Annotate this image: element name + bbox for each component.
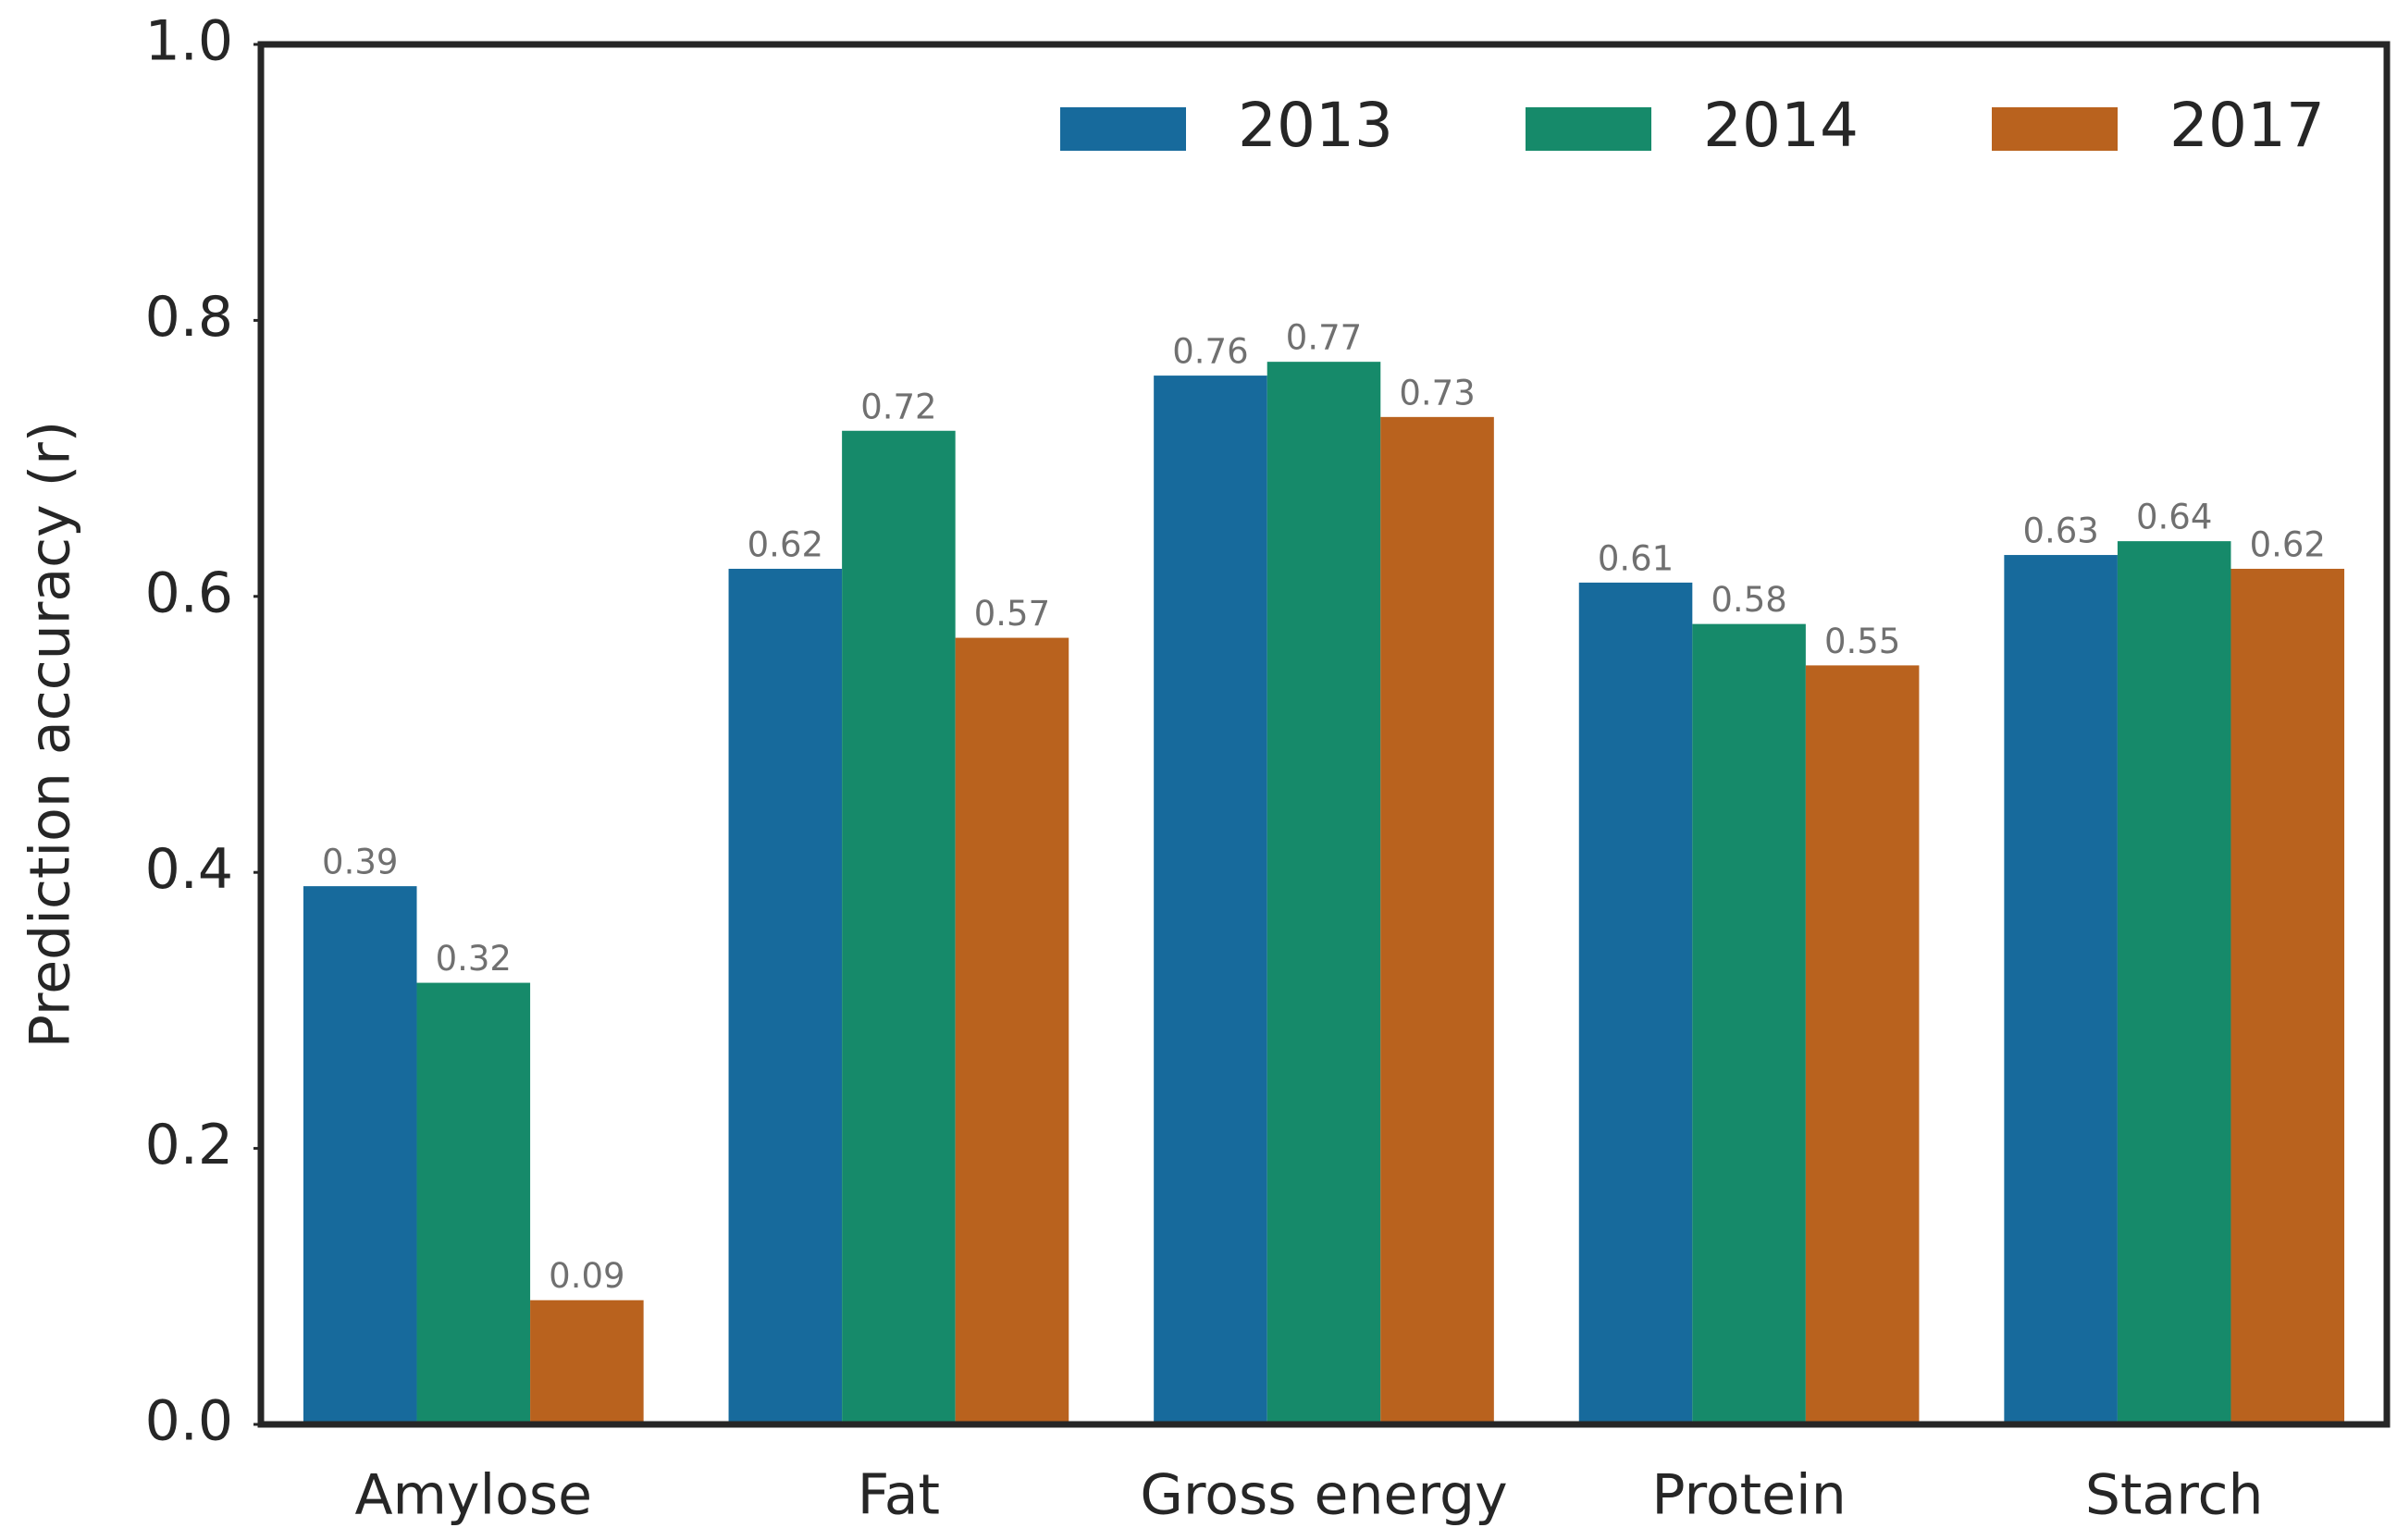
y-axis-label: Prediction accuracy (r) (19, 421, 83, 1048)
legend-label: 2017 (2169, 90, 2325, 161)
bar (728, 568, 843, 1424)
bar (955, 637, 1069, 1424)
value-label: 0.61 (1598, 538, 1674, 578)
bar (1266, 362, 1381, 1424)
value-label: 0.32 (436, 939, 512, 979)
bar (416, 982, 531, 1424)
legend-swatch (1526, 107, 1651, 151)
bar (2117, 541, 2231, 1424)
value-label: 0.73 (1399, 373, 1475, 413)
x-tick-label: Amylose (355, 1463, 593, 1528)
value-label: 0.63 (2022, 511, 2098, 551)
y-tick-label: 0.6 (145, 561, 233, 625)
legend-label: 2013 (1238, 90, 1393, 161)
legend-swatch (1060, 107, 1186, 151)
bar (2230, 568, 2345, 1424)
bar (1380, 416, 1494, 1425)
x-tick-label: Protein (1651, 1463, 1846, 1528)
value-label: 0.39 (322, 843, 398, 882)
value-label: 0.72 (860, 387, 936, 426)
y-tick-label: 0.8 (145, 285, 233, 350)
axes-frame (257, 41, 2391, 1428)
bar (2004, 555, 2118, 1424)
legend-label: 2014 (1703, 90, 1859, 161)
bar (1578, 582, 1693, 1424)
x-tick-label: Gross energy (1140, 1463, 1507, 1528)
value-label: 0.09 (549, 1256, 624, 1296)
x-tick-label: Starch (2085, 1463, 2264, 1528)
bar (303, 886, 417, 1424)
value-label: 0.57 (974, 594, 1050, 634)
value-label: 0.77 (1286, 318, 1362, 358)
bar (842, 430, 956, 1424)
value-label: 0.58 (1711, 580, 1786, 620)
value-label: 0.62 (2250, 524, 2326, 564)
y-tick-label: 0.2 (145, 1113, 233, 1177)
value-label: 0.64 (2136, 498, 2212, 537)
bar (530, 1300, 644, 1424)
value-label: 0.76 (1172, 332, 1248, 372)
bar (1154, 376, 1267, 1425)
legend-swatch (1992, 107, 2118, 151)
y-tick-label: 1.0 (145, 9, 233, 74)
x-tick-label: Fat (858, 1463, 940, 1528)
value-label: 0.55 (1824, 622, 1900, 661)
y-tick-label: 0.4 (145, 837, 233, 902)
bar (1692, 623, 1806, 1424)
y-tick-label: 0.0 (145, 1389, 233, 1454)
value-label: 0.62 (748, 524, 823, 564)
bar (1805, 665, 1920, 1424)
